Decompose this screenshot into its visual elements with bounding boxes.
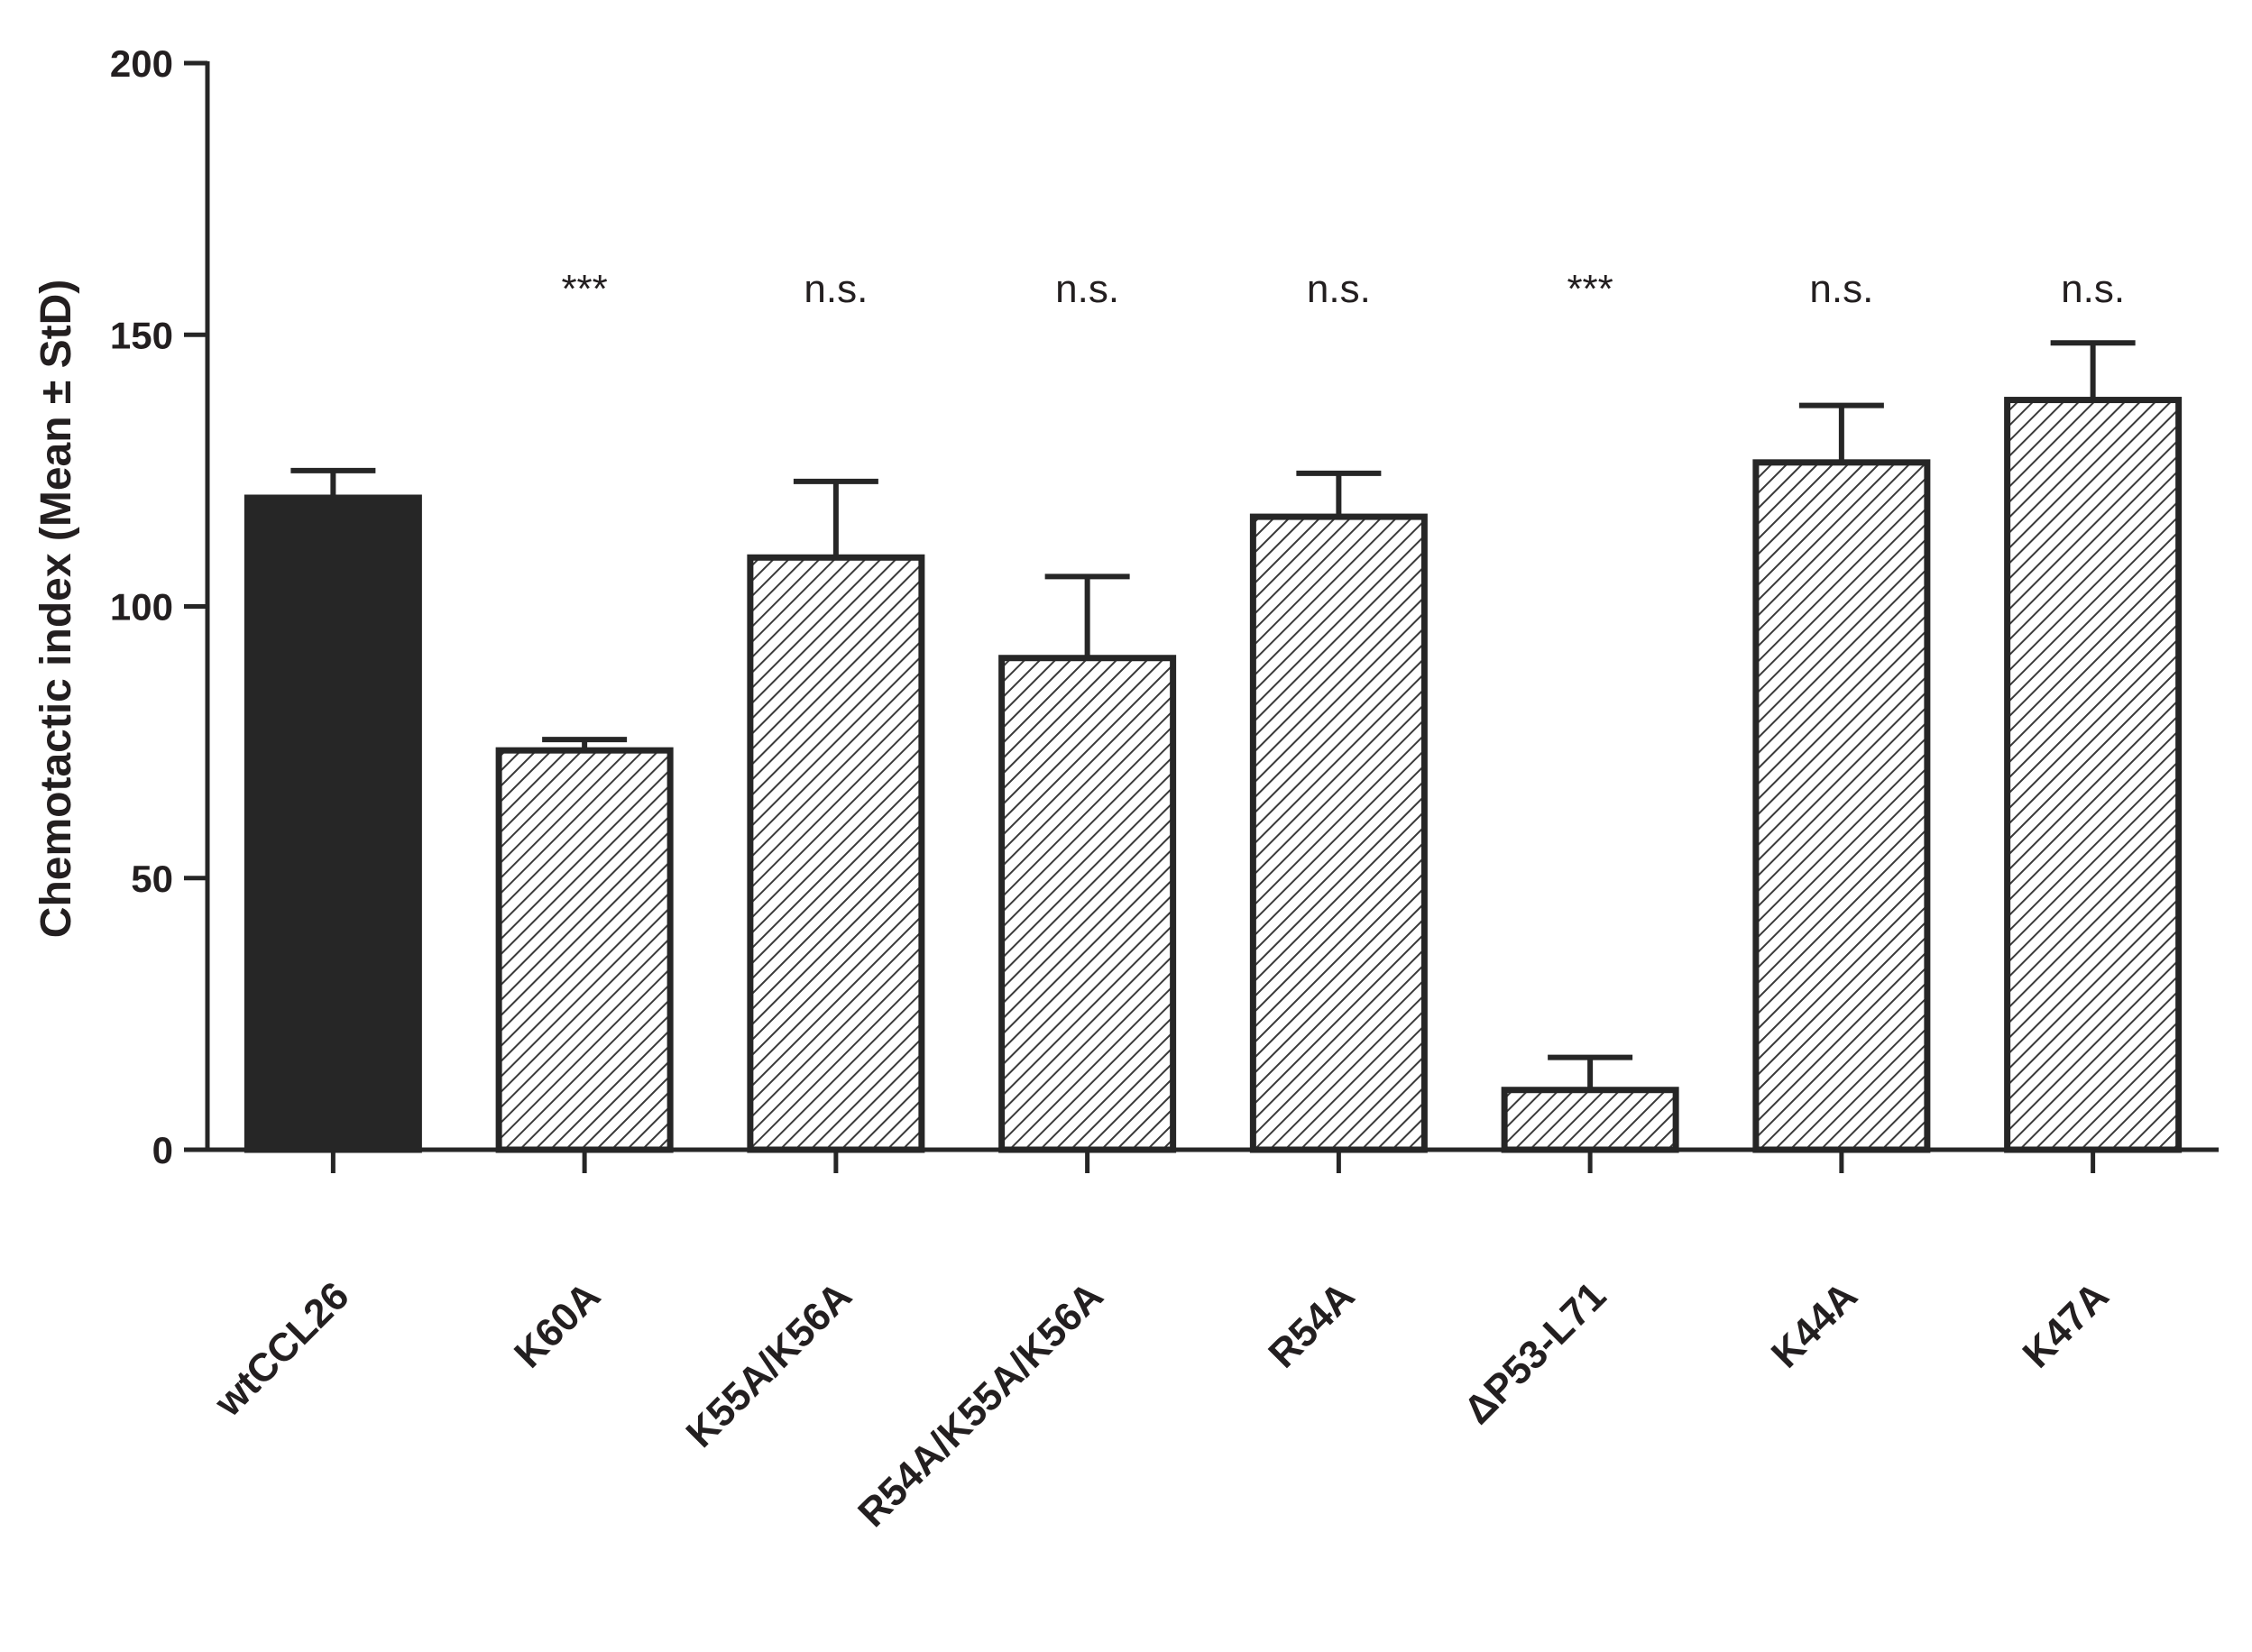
significance-label: ***: [561, 267, 607, 311]
category-label: K47A: [2014, 1273, 2117, 1376]
category-label: wtCCL26: [206, 1273, 357, 1425]
category-label: ΔP53-L71: [1456, 1273, 1614, 1432]
significance-label: n.s.: [804, 267, 868, 311]
category-label: R54A/K55A/K56A: [850, 1273, 1112, 1536]
y-tick-label: 200: [110, 42, 173, 85]
bar: [1752, 459, 1931, 1153]
bar: [747, 554, 925, 1153]
significance-label: n.s.: [1055, 267, 1119, 311]
significance-label: n.s.: [1809, 267, 1873, 311]
y-tick-label: 100: [110, 586, 173, 629]
bar: [1249, 513, 1428, 1153]
y-tick-label: 150: [110, 314, 173, 356]
bar: [2004, 397, 2183, 1153]
y-tick-label: 0: [152, 1129, 173, 1171]
significance-label: n.s.: [2061, 267, 2125, 311]
y-axis-title: Chemotactic index (Mean ± StD): [32, 280, 80, 938]
bar: [998, 655, 1177, 1153]
bar: [495, 747, 674, 1153]
category-label: R54A: [1260, 1273, 1363, 1376]
category-label: K60A: [506, 1273, 609, 1376]
significance-label: n.s.: [1307, 267, 1371, 311]
significance-label: ***: [1567, 267, 1613, 311]
category-label: K55A/K56A: [678, 1273, 860, 1455]
bar: [1501, 1087, 1679, 1153]
bars: [244, 340, 2183, 1153]
category-label: K44A: [1763, 1273, 1866, 1376]
bar: [244, 494, 422, 1153]
y-tick-label: 50: [131, 858, 173, 900]
